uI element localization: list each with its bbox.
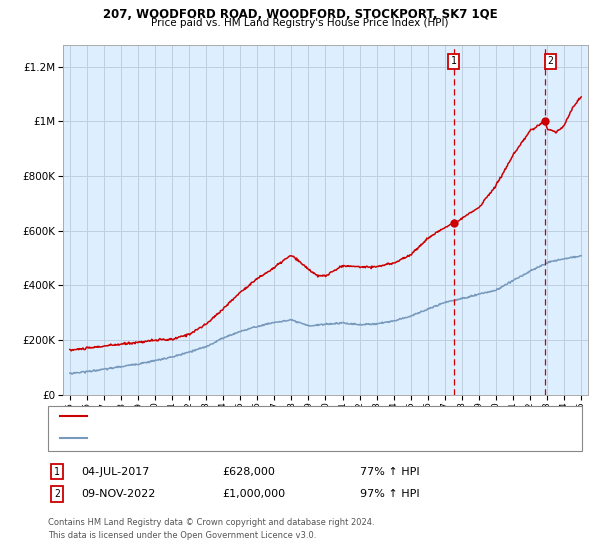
- Text: HPI: Average price, detached house, Stockport: HPI: Average price, detached house, Stoc…: [90, 433, 318, 444]
- Text: 09-NOV-2022: 09-NOV-2022: [81, 489, 155, 499]
- Text: 97% ↑ HPI: 97% ↑ HPI: [360, 489, 419, 499]
- Text: This data is licensed under the Open Government Licence v3.0.: This data is licensed under the Open Gov…: [48, 531, 316, 540]
- Text: 77% ↑ HPI: 77% ↑ HPI: [360, 466, 419, 477]
- Text: 04-JUL-2017: 04-JUL-2017: [81, 466, 149, 477]
- Text: 207, WOODFORD ROAD, WOODFORD, STOCKPORT, SK7 1QE (detached house): 207, WOODFORD ROAD, WOODFORD, STOCKPORT,…: [90, 411, 475, 421]
- Text: 1: 1: [54, 466, 60, 477]
- Text: £628,000: £628,000: [222, 466, 275, 477]
- Text: £1,000,000: £1,000,000: [222, 489, 285, 499]
- Text: Price paid vs. HM Land Registry's House Price Index (HPI): Price paid vs. HM Land Registry's House …: [151, 18, 449, 28]
- Text: 1: 1: [451, 56, 457, 66]
- Text: 2: 2: [548, 56, 554, 66]
- Text: Contains HM Land Registry data © Crown copyright and database right 2024.: Contains HM Land Registry data © Crown c…: [48, 518, 374, 527]
- Text: 207, WOODFORD ROAD, WOODFORD, STOCKPORT, SK7 1QE: 207, WOODFORD ROAD, WOODFORD, STOCKPORT,…: [103, 8, 497, 21]
- Text: 2: 2: [54, 489, 60, 499]
